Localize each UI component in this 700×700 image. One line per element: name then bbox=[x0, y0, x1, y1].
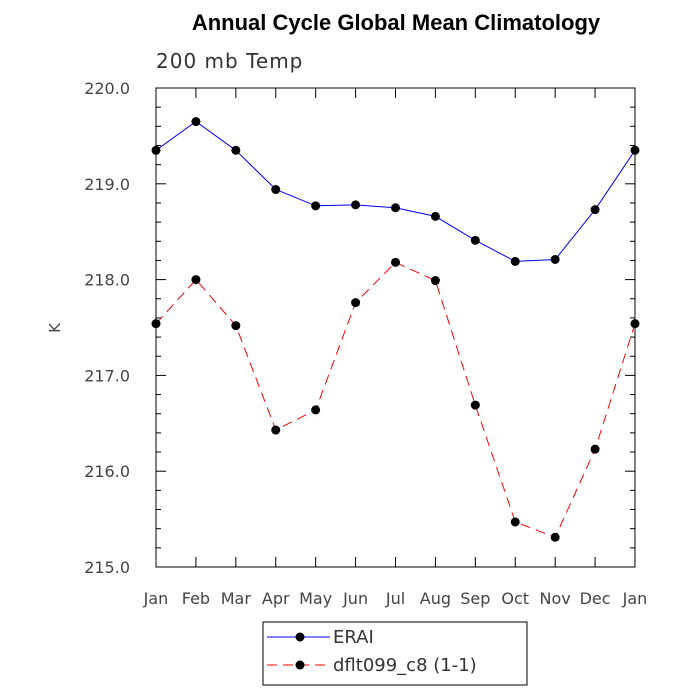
data-point bbox=[391, 257, 400, 267]
x-tick-label: Jan bbox=[622, 589, 648, 608]
data-point bbox=[590, 444, 600, 454]
x-tick-label: Jan bbox=[143, 589, 169, 608]
data-point bbox=[510, 256, 520, 266]
series-lines bbox=[155, 120, 636, 538]
legend-marker-2 bbox=[295, 660, 305, 670]
x-tick-label: Aug bbox=[420, 589, 451, 608]
data-point bbox=[231, 321, 241, 331]
data-point bbox=[311, 201, 321, 211]
legend-label-1: ERAI bbox=[333, 627, 374, 648]
y-tick-label: 219.0 bbox=[84, 175, 130, 194]
x-tick-label: Sep bbox=[460, 589, 490, 608]
legend-marker-1 bbox=[295, 632, 305, 642]
data-point bbox=[430, 211, 440, 221]
chart-subtitle: 200 mb Temp bbox=[156, 49, 303, 73]
data-point bbox=[470, 400, 480, 410]
data-point bbox=[630, 319, 640, 329]
data-point bbox=[391, 203, 400, 213]
data-point bbox=[271, 425, 281, 435]
series-line-2 bbox=[155, 261, 636, 538]
data-point bbox=[550, 254, 560, 264]
x-tick-label: Oct bbox=[501, 589, 529, 608]
x-tick-label: Feb bbox=[182, 589, 210, 608]
x-tick-label: Nov bbox=[540, 589, 571, 608]
x-tick-label: Mar bbox=[221, 589, 252, 608]
data-point bbox=[151, 319, 161, 329]
x-tick-label: Apr bbox=[262, 589, 290, 608]
data-point bbox=[191, 275, 201, 285]
legend: ERAI dflt099_c8 (1-1) bbox=[262, 621, 528, 686]
data-point bbox=[351, 298, 361, 308]
legend-box bbox=[262, 621, 528, 686]
x-tick-label: Jun bbox=[342, 589, 368, 608]
series-line-1 bbox=[155, 120, 636, 262]
data-point bbox=[630, 145, 640, 155]
series-points bbox=[151, 117, 640, 542]
data-point bbox=[430, 276, 440, 286]
x-tick-label: Dec bbox=[580, 589, 611, 608]
x-tick-labels: Jan Feb Mar Apr May Jun Jul Aug Sep Oct Nov Dec Jan bbox=[143, 589, 648, 608]
data-point bbox=[550, 532, 560, 542]
data-point bbox=[470, 235, 480, 245]
x-tick-label: May bbox=[299, 589, 332, 608]
data-point bbox=[510, 517, 520, 527]
data-point bbox=[271, 185, 281, 195]
plot-frame bbox=[155, 87, 636, 568]
data-point bbox=[231, 145, 241, 155]
y-tick-label: 220.0 bbox=[84, 79, 130, 98]
x-tick-label: Jul bbox=[385, 589, 405, 608]
chart-title: Annual Cycle Global Mean Climatology bbox=[192, 10, 601, 35]
data-point bbox=[311, 405, 321, 415]
y-tick-labels: 215.0 216.0 217.0 218.0 219.0 220.0 bbox=[84, 79, 130, 577]
y-tick-label: 216.0 bbox=[84, 462, 130, 481]
data-point bbox=[191, 117, 201, 127]
data-point bbox=[590, 205, 600, 215]
y-tick-label: 217.0 bbox=[84, 366, 130, 385]
legend-label-2: dflt099_c8 (1-1) bbox=[333, 655, 477, 676]
y-tick-label: 215.0 bbox=[84, 558, 130, 577]
y-tick-label: 218.0 bbox=[84, 271, 130, 290]
data-point bbox=[351, 200, 361, 210]
axis-ticks bbox=[155, 87, 636, 568]
data-point bbox=[151, 145, 161, 155]
y-axis-label: K bbox=[46, 322, 64, 333]
